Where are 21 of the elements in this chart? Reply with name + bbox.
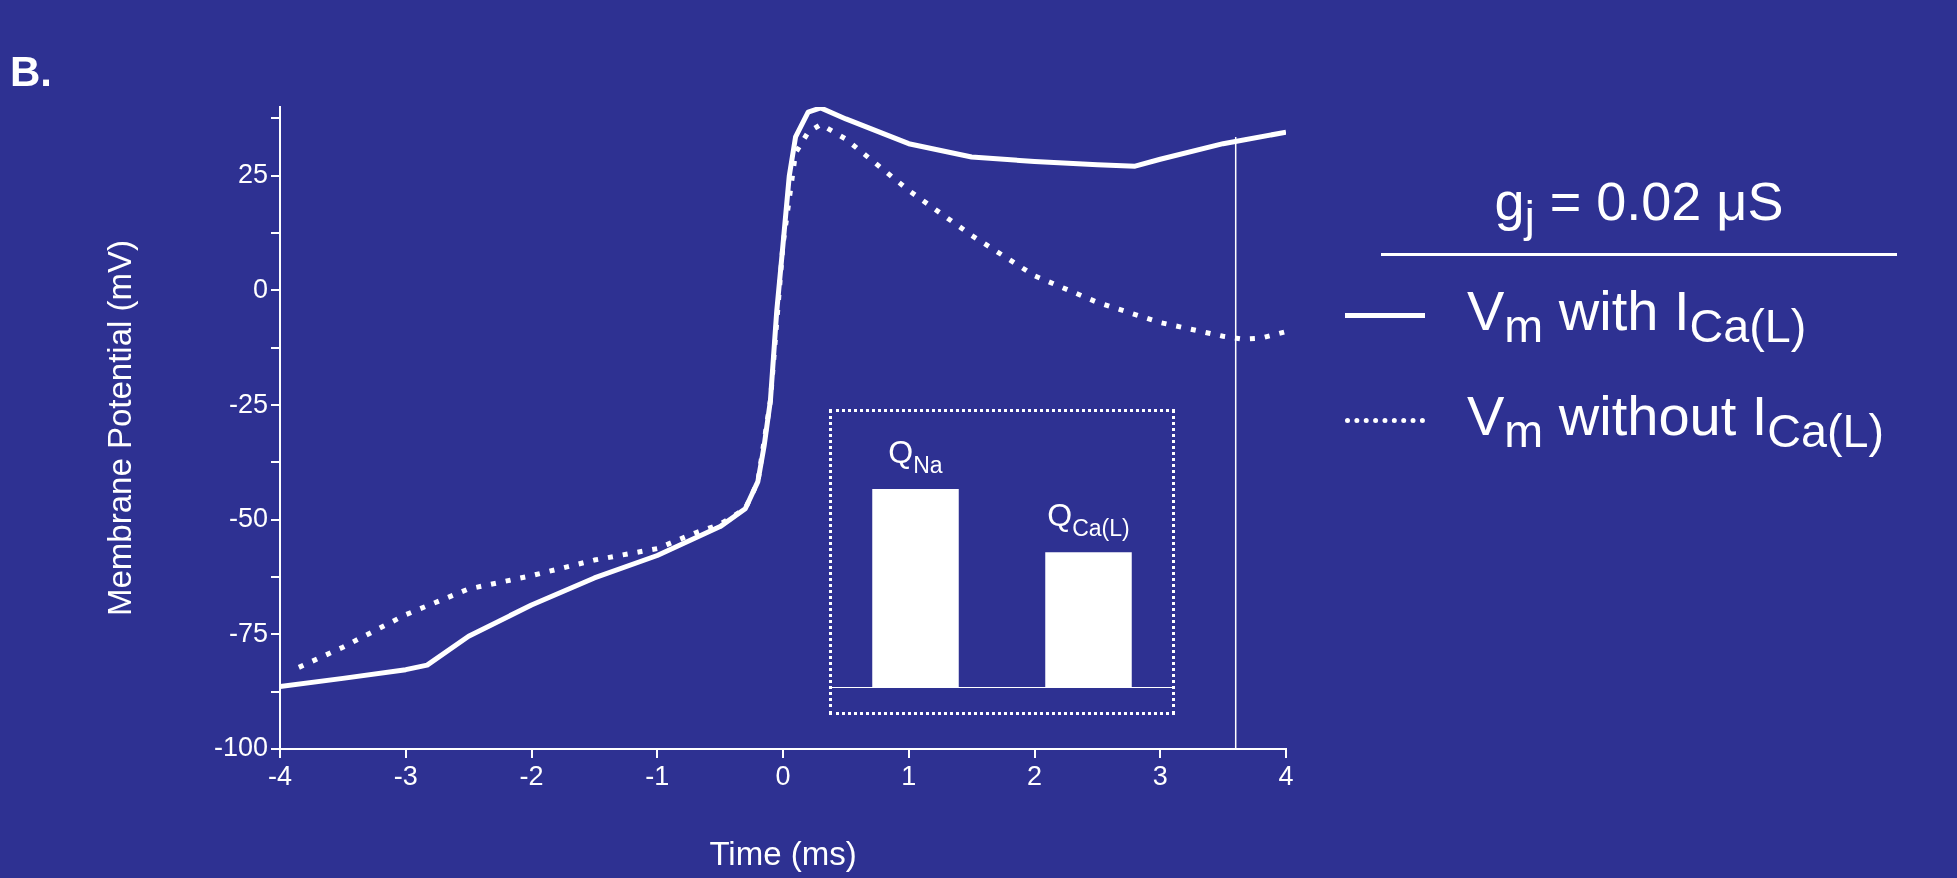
x-tick-label: -4 [267, 760, 293, 791]
y-tick-label: -50 [228, 503, 268, 534]
y-tick-label: -75 [228, 617, 268, 648]
x-tick-label: 0 [775, 760, 791, 791]
y-tick-label: 25 [237, 159, 268, 190]
y-tick-label: -25 [228, 388, 268, 419]
text: B. [10, 48, 52, 96]
x-tick-label: 1 [901, 760, 917, 791]
x-tick-label: 3 [1152, 760, 1168, 791]
x-tick-label: 2 [1026, 760, 1043, 791]
legend-label: V$_{m}$ without I$_{Ca(L)}$ [1467, 383, 1885, 459]
x-tick-label: 4 [1278, 760, 1294, 791]
y-tick-label: 0 [252, 273, 268, 304]
legend-label: V$_{m}$ with I$_{Ca(L)}$ [1467, 277, 1807, 353]
y-axis-title: Membrane Potential (mV) [100, 240, 138, 616]
x-tick-label: -3 [393, 760, 418, 791]
x-axis-title: Time (ms) [709, 835, 857, 873]
y-tick-label: -100 [213, 732, 268, 763]
x-tick-label: -2 [519, 760, 544, 791]
x-tick-label: -1 [645, 760, 670, 791]
legend-title: g$_{j}$ = 0.02 μS [1381, 170, 1897, 256]
